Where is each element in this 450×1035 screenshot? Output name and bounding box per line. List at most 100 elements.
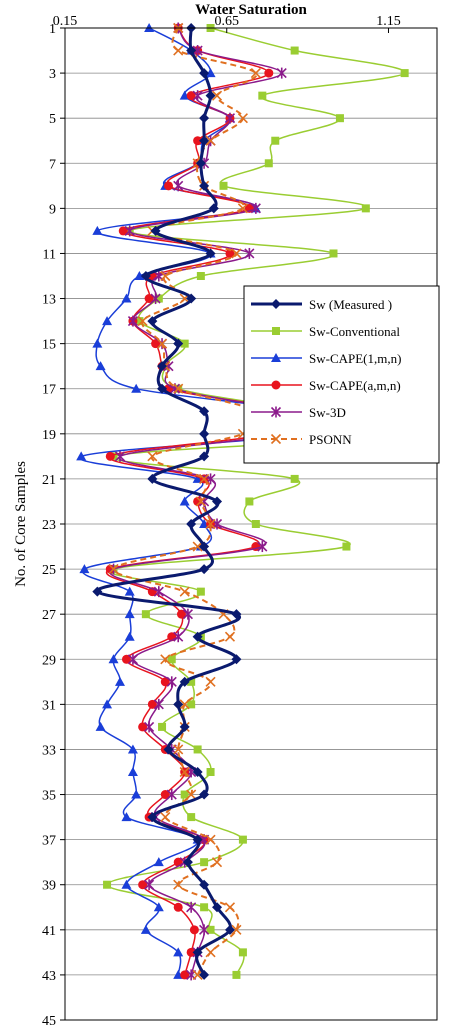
data-point: [131, 789, 142, 799]
x-tick-label: 0.65: [214, 14, 239, 29]
data-point: [196, 587, 205, 596]
data-point: [160, 812, 171, 823]
data-point: [195, 496, 206, 507]
data-point: [138, 722, 148, 732]
data-point: [231, 924, 242, 935]
data-point: [103, 880, 112, 889]
data-point: [150, 293, 161, 305]
data-point: [199, 180, 210, 191]
x-tick-label: 0.15: [53, 14, 78, 29]
data-point: [192, 631, 203, 642]
data-point: [121, 879, 132, 889]
data-point: [173, 744, 184, 755]
x-axis-ticks: 0.15 0.65 1.15: [53, 14, 401, 33]
data-point: [199, 789, 210, 800]
data-point: [206, 925, 215, 934]
data-point: [276, 67, 287, 79]
data-point: [173, 631, 184, 643]
data-point: [342, 542, 351, 551]
data-point: [231, 609, 242, 620]
y-tick-label: 19: [42, 428, 56, 443]
data-point: [140, 271, 151, 281]
data-point: [121, 812, 132, 822]
data-point: [186, 519, 197, 529]
chart-title: Water Saturation: [195, 2, 307, 18]
data-point: [153, 586, 164, 598]
data-point: [205, 834, 216, 845]
data-point: [176, 609, 186, 619]
data-point: [147, 316, 158, 327]
data-point: [153, 698, 164, 710]
y-tick-label: 29: [42, 653, 56, 668]
data-point: [179, 721, 190, 732]
data-point: [231, 248, 242, 259]
data-point: [205, 676, 216, 687]
legend-marker: [271, 353, 281, 362]
data-point: [205, 248, 216, 259]
data-point: [186, 947, 196, 957]
data-point: [147, 473, 158, 484]
data-point: [154, 294, 163, 303]
legend-label: Sw-3D: [309, 405, 346, 420]
legend-item: Sw-CAPE(1,m,n): [251, 351, 401, 366]
data-point: [157, 361, 168, 372]
y-tick-label: 7: [49, 157, 56, 172]
legend-marker: [270, 406, 282, 418]
x-tick-label: 1.15: [376, 14, 401, 29]
data-point: [179, 586, 190, 597]
data-point: [173, 45, 184, 56]
data-point: [173, 902, 183, 912]
data-point: [400, 69, 409, 78]
data-point: [102, 316, 113, 326]
y-tick-label: 27: [42, 608, 56, 623]
data-point: [219, 181, 228, 190]
series-line: [95, 27, 241, 976]
data-point: [179, 676, 190, 687]
data-point: [206, 768, 215, 776]
data-point: [237, 113, 248, 124]
y-tick-label: 11: [43, 247, 56, 262]
y-tick-label: 1: [49, 22, 56, 37]
y-axis-ticks: 1357911131517192123252729313335373941434…: [42, 22, 65, 1029]
y-tick-label: 25: [42, 563, 56, 578]
data-point: [140, 924, 151, 934]
data-point: [127, 653, 138, 665]
data-point: [225, 248, 235, 258]
data-point: [238, 835, 247, 844]
data-point: [127, 315, 138, 327]
data-point: [151, 339, 161, 349]
data-point: [173, 947, 184, 957]
data-point: [205, 518, 216, 530]
data-point: [138, 880, 148, 890]
data-point: [166, 789, 177, 801]
data-point: [199, 473, 210, 484]
data-point: [182, 857, 193, 868]
legend-item: Sw-Conventional: [251, 324, 400, 339]
data-point: [212, 902, 223, 913]
data-point: [192, 834, 203, 845]
data-point: [144, 721, 155, 733]
data-point: [208, 203, 219, 214]
data-point: [173, 338, 184, 349]
data-point: [199, 564, 210, 575]
data-point: [147, 812, 158, 823]
y-axis-title: No. of Core Samples: [13, 461, 29, 587]
data-point: [186, 293, 197, 304]
data-point: [187, 677, 196, 686]
data-point: [124, 609, 135, 619]
data-point: [173, 879, 184, 890]
data-point: [153, 857, 164, 867]
data-point: [193, 745, 202, 754]
data-point: [180, 339, 189, 348]
data-point: [147, 451, 158, 462]
data-point: [180, 790, 189, 799]
data-point: [105, 451, 115, 461]
data-point: [264, 68, 274, 78]
y-tick-label: 3: [49, 67, 56, 82]
data-point: [189, 925, 199, 935]
data-point: [105, 564, 115, 574]
data-point: [124, 225, 135, 237]
data-point: [335, 114, 344, 123]
legend-marker: [270, 433, 282, 445]
data-point: [118, 226, 128, 236]
